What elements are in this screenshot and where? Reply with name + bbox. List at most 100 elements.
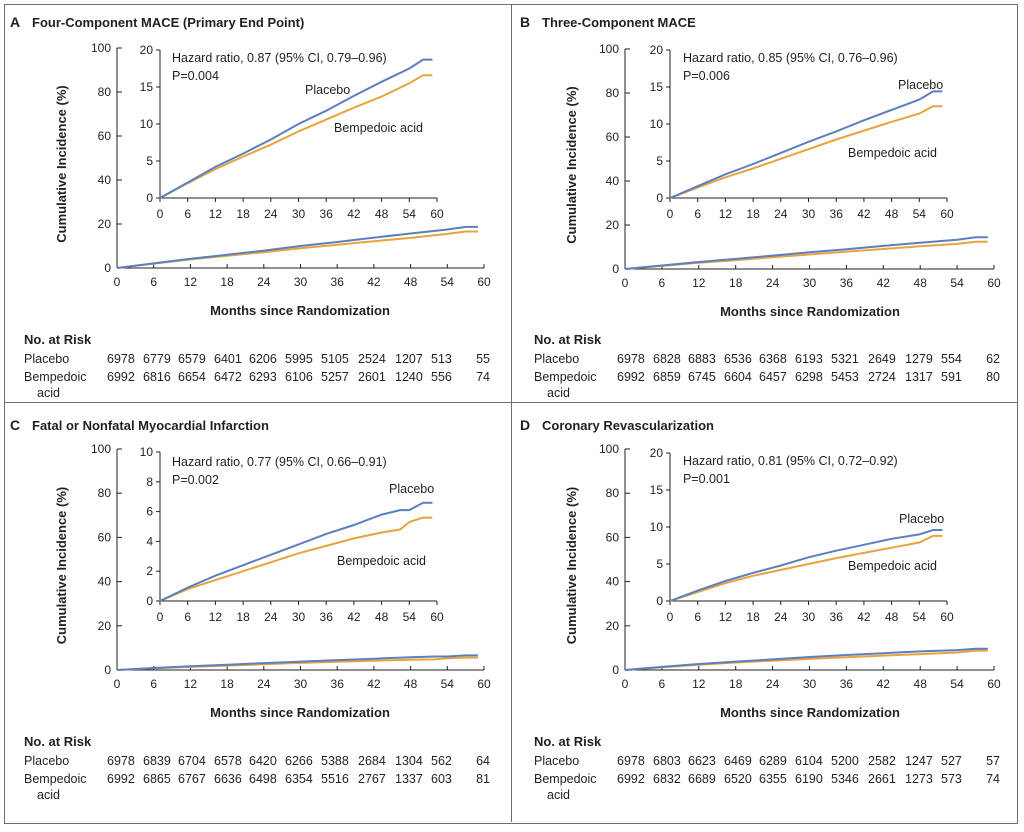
risk-placebo-value: 6978 — [617, 754, 645, 768]
y-tick-label: 0 — [104, 261, 111, 275]
risk-placebo-value: 5388 — [321, 754, 349, 768]
x-tick-label: 24 — [257, 275, 271, 289]
x-tick-label: 30 — [803, 276, 817, 290]
x-tick-label: 24 — [766, 677, 780, 691]
x-tick-label: 60 — [987, 276, 1001, 290]
risk-placebo-value: 6420 — [249, 754, 277, 768]
x-axis-label: Months since Randomization — [210, 705, 390, 720]
y-tick-label: 40 — [606, 575, 620, 589]
panel-letter: B — [520, 14, 530, 30]
inset-x-tick-label: 30 — [802, 207, 816, 221]
inset-y-tick-label: 20 — [140, 43, 154, 57]
risk-bempedoic-value: 2601 — [358, 370, 386, 384]
risk-bempedoic-value: 6859 — [653, 370, 681, 384]
panel-title: Fatal or Nonfatal Myocardial Infarction — [32, 418, 269, 433]
x-tick-label: 0 — [622, 276, 629, 290]
x-tick-label: 54 — [441, 275, 455, 289]
x-tick-label: 42 — [877, 677, 891, 691]
inset-x-tick-label: 12 — [719, 610, 733, 624]
risk-table-title: No. at Risk — [534, 332, 602, 347]
inset-y-tick-label: 15 — [650, 80, 664, 94]
inset-x-tick-label: 12 — [719, 207, 733, 221]
risk-bempedoic-value: 6992 — [617, 772, 645, 786]
risk-placebo-value: 6579 — [178, 352, 206, 366]
inset-x-tick-label: 48 — [375, 207, 389, 221]
inset-bempedoic-line — [669, 534, 943, 602]
risk-bempedoic-label: Bempedoic — [534, 370, 597, 384]
risk-bempedoic-value: 1273 — [905, 772, 933, 786]
y-tick-label: 40 — [98, 173, 112, 187]
risk-placebo-value: 5105 — [321, 352, 349, 366]
inset-y-tick-label: 15 — [140, 80, 154, 94]
y-tick-label: 20 — [606, 619, 620, 633]
y-tick-label: 60 — [606, 130, 620, 144]
risk-placebo-value: 562 — [431, 754, 452, 768]
risk-placebo-value: 6978 — [617, 352, 645, 366]
risk-bempedoic-value: 6457 — [759, 370, 787, 384]
panel-a: A Four-Component MACE (Primary End Point)… — [0, 0, 512, 404]
y-tick-label: 0 — [104, 663, 111, 677]
panel-letter: C — [10, 417, 20, 433]
inset-x-tick-label: 42 — [857, 207, 871, 221]
x-tick-label: 18 — [220, 275, 234, 289]
x-tick-label: 48 — [404, 275, 418, 289]
p-value-text: P=0.002 — [172, 473, 219, 487]
risk-placebo-value: 6206 — [249, 352, 277, 366]
hazard-ratio-text: Hazard ratio, 0.77 (95% CI, 0.66–0.91) — [172, 455, 387, 469]
risk-placebo-value: 6978 — [107, 754, 135, 768]
panel-letter: D — [520, 417, 530, 433]
bempedoic-line — [624, 649, 988, 671]
panel-divider-vertical — [511, 5, 512, 822]
risk-placebo-label: Placebo — [534, 352, 579, 366]
inset-y-tick-label: 20 — [650, 43, 664, 57]
risk-placebo-label: Placebo — [534, 754, 579, 768]
risk-placebo-value: 6401 — [214, 352, 242, 366]
risk-bempedoic-value: 6832 — [653, 772, 681, 786]
risk-placebo-value: 6883 — [688, 352, 716, 366]
inset-y-tick-label: 4 — [146, 534, 153, 548]
inset-x-tick-label: 42 — [347, 207, 361, 221]
risk-placebo-value: 527 — [941, 754, 962, 768]
y-tick-label: 100 — [91, 442, 111, 456]
inset-x-tick-label: 12 — [209, 207, 223, 221]
x-tick-label: 18 — [729, 276, 743, 290]
inset-x-tick-label: 24 — [264, 610, 278, 624]
risk-bempedoic-label-2: acid — [547, 788, 570, 802]
risk-bempedoic-value: 1337 — [395, 772, 423, 786]
risk-table-title: No. at Risk — [24, 332, 92, 347]
y-axis-label: Cumulative Incidence (%) — [564, 86, 579, 243]
x-tick-label: 54 — [441, 677, 455, 691]
hazard-ratio-text: Hazard ratio, 0.81 (95% CI, 0.72–0.92) — [683, 454, 898, 468]
inset-x-tick-label: 6 — [694, 610, 701, 624]
inset-x-tick-label: 60 — [430, 610, 444, 624]
hazard-ratio-text: Hazard ratio, 0.87 (95% CI, 0.79–0.96) — [172, 51, 387, 65]
risk-bempedoic-value: 6689 — [688, 772, 716, 786]
inset-x-tick-label: 0 — [157, 207, 164, 221]
risk-bempedoic-value: 6293 — [249, 370, 277, 384]
x-tick-label: 48 — [404, 677, 418, 691]
inset-y-tick-label: 0 — [656, 191, 663, 205]
bempedoic-line-label: Bempedoic acid — [848, 559, 937, 573]
risk-placebo-value: 5200 — [831, 754, 859, 768]
risk-bempedoic-value: 6520 — [724, 772, 752, 786]
risk-bempedoic-value: 6354 — [285, 772, 313, 786]
panel-d-svg: D Coronary Revascularization0204060801000… — [520, 417, 1001, 802]
x-tick-label: 30 — [294, 275, 308, 289]
inset-x-tick-label: 42 — [857, 610, 871, 624]
risk-placebo-value: 6104 — [795, 754, 823, 768]
inset-y-tick-label: 10 — [650, 520, 664, 534]
x-tick-label: 30 — [803, 677, 817, 691]
inset-y-tick-label: 20 — [650, 446, 664, 460]
risk-bempedoic-value: 5346 — [831, 772, 859, 786]
inset-x-tick-label: 36 — [320, 207, 334, 221]
x-tick-label: 30 — [294, 677, 308, 691]
inset-placebo-line — [669, 529, 943, 602]
risk-placebo-value: 6978 — [107, 352, 135, 366]
inset-x-tick-label: 18 — [236, 207, 250, 221]
inset-x-tick-label: 48 — [885, 207, 899, 221]
panel-title: Four-Component MACE (Primary End Point) — [32, 15, 304, 30]
risk-placebo-value: 5321 — [831, 352, 859, 366]
inset-x-tick-label: 0 — [157, 610, 164, 624]
bempedoic-line — [116, 230, 478, 269]
